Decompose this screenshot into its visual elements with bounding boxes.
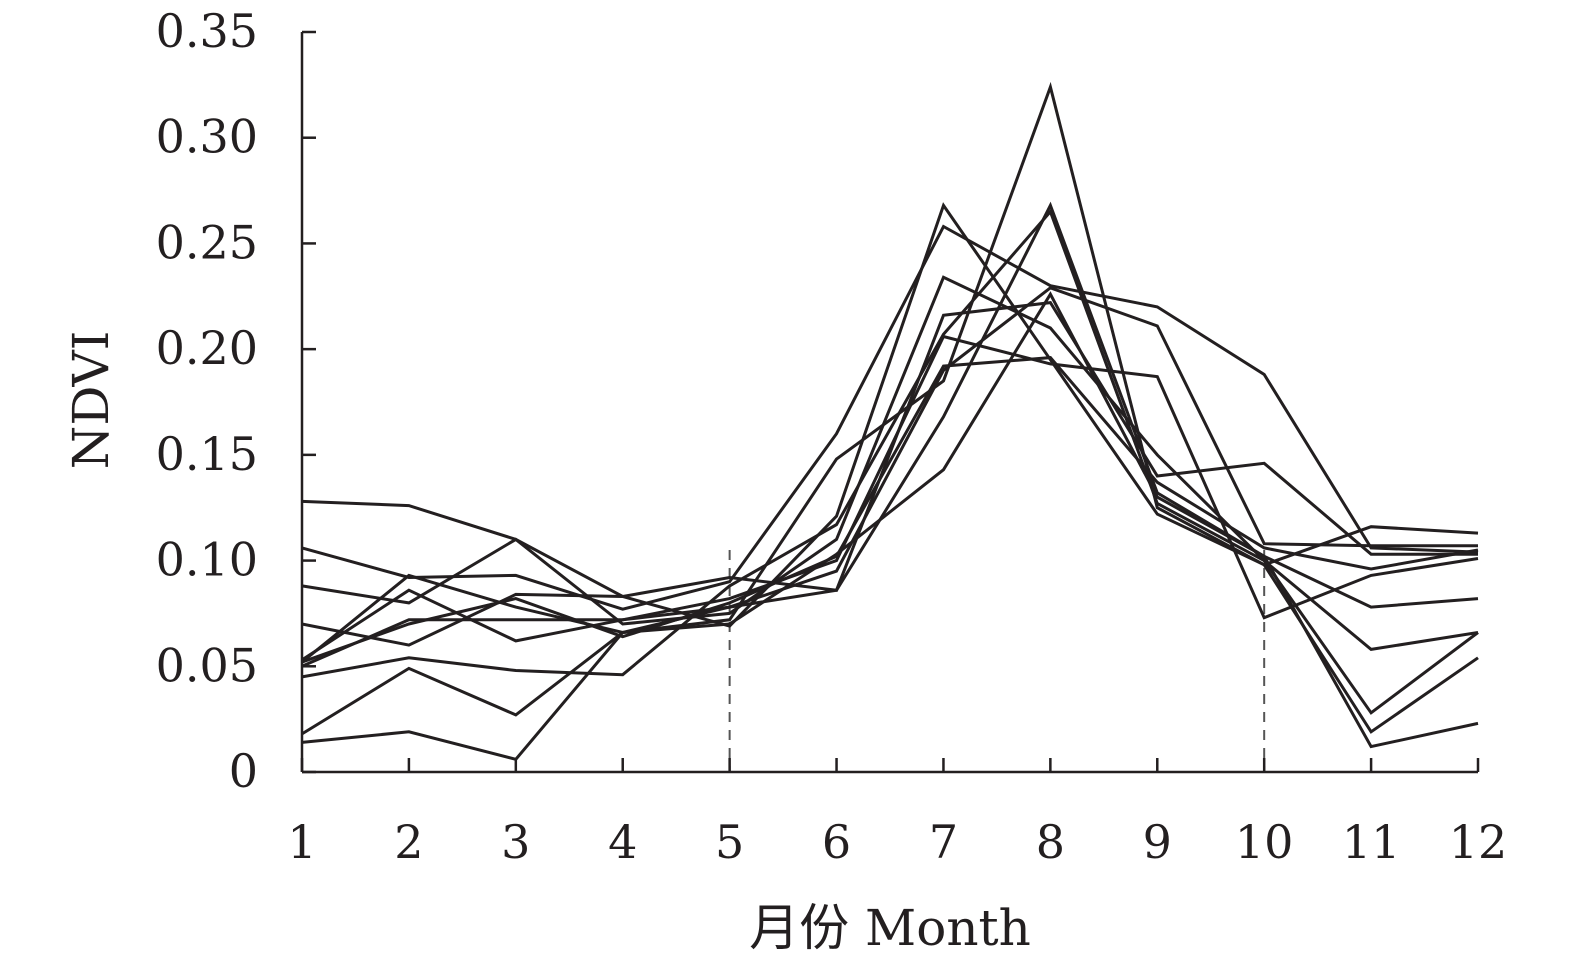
x-tick-label: 5 [715, 815, 744, 869]
y-tick-label: 0.25 [156, 215, 258, 269]
x-axis-ticks: 1 2 3 4 5 6 7 8 9 10 11 12 [287, 758, 1507, 869]
y-tick-label: 0.15 [156, 427, 258, 481]
series-lines [301, 81, 1479, 761]
y-tick-label: 0.20 [156, 321, 258, 375]
series-line [301, 202, 1479, 628]
series-line [301, 356, 1479, 664]
y-tick-label: 0.35 [156, 4, 258, 58]
x-tick-label: 6 [822, 815, 851, 869]
series-line [301, 208, 1479, 679]
x-tick-label: 8 [1036, 815, 1065, 869]
series-line [301, 334, 1479, 662]
x-tick-label: 12 [1449, 815, 1508, 869]
x-tick-label: 7 [929, 815, 958, 869]
series-line [301, 286, 1478, 668]
x-tick-label: 1 [287, 815, 316, 869]
y-tick-label: 0 [229, 744, 258, 798]
y-axis-ticks: 0 0.05 0.10 0.15 0.20 0.25 0.30 0.35 [156, 4, 316, 798]
y-tick-label: 0.30 [156, 110, 258, 164]
x-tick-label: 3 [501, 815, 530, 869]
x-axis-title: 月份 Month [749, 899, 1031, 957]
y-tick-label: 0.05 [156, 638, 258, 692]
x-tick-label: 10 [1235, 815, 1294, 869]
x-tick-label: 9 [1143, 815, 1172, 869]
series-line [301, 81, 1479, 761]
series-line [301, 224, 1479, 611]
series-line [301, 291, 1479, 749]
axes [300, 32, 1478, 774]
x-tick-label: 11 [1342, 815, 1401, 869]
y-axis-title: NDVI [62, 331, 120, 470]
x-tick-label: 4 [608, 815, 637, 869]
reference-lines [728, 550, 1266, 772]
y-tick-label: 0.10 [156, 533, 258, 587]
x-tick-label: 2 [394, 815, 423, 869]
